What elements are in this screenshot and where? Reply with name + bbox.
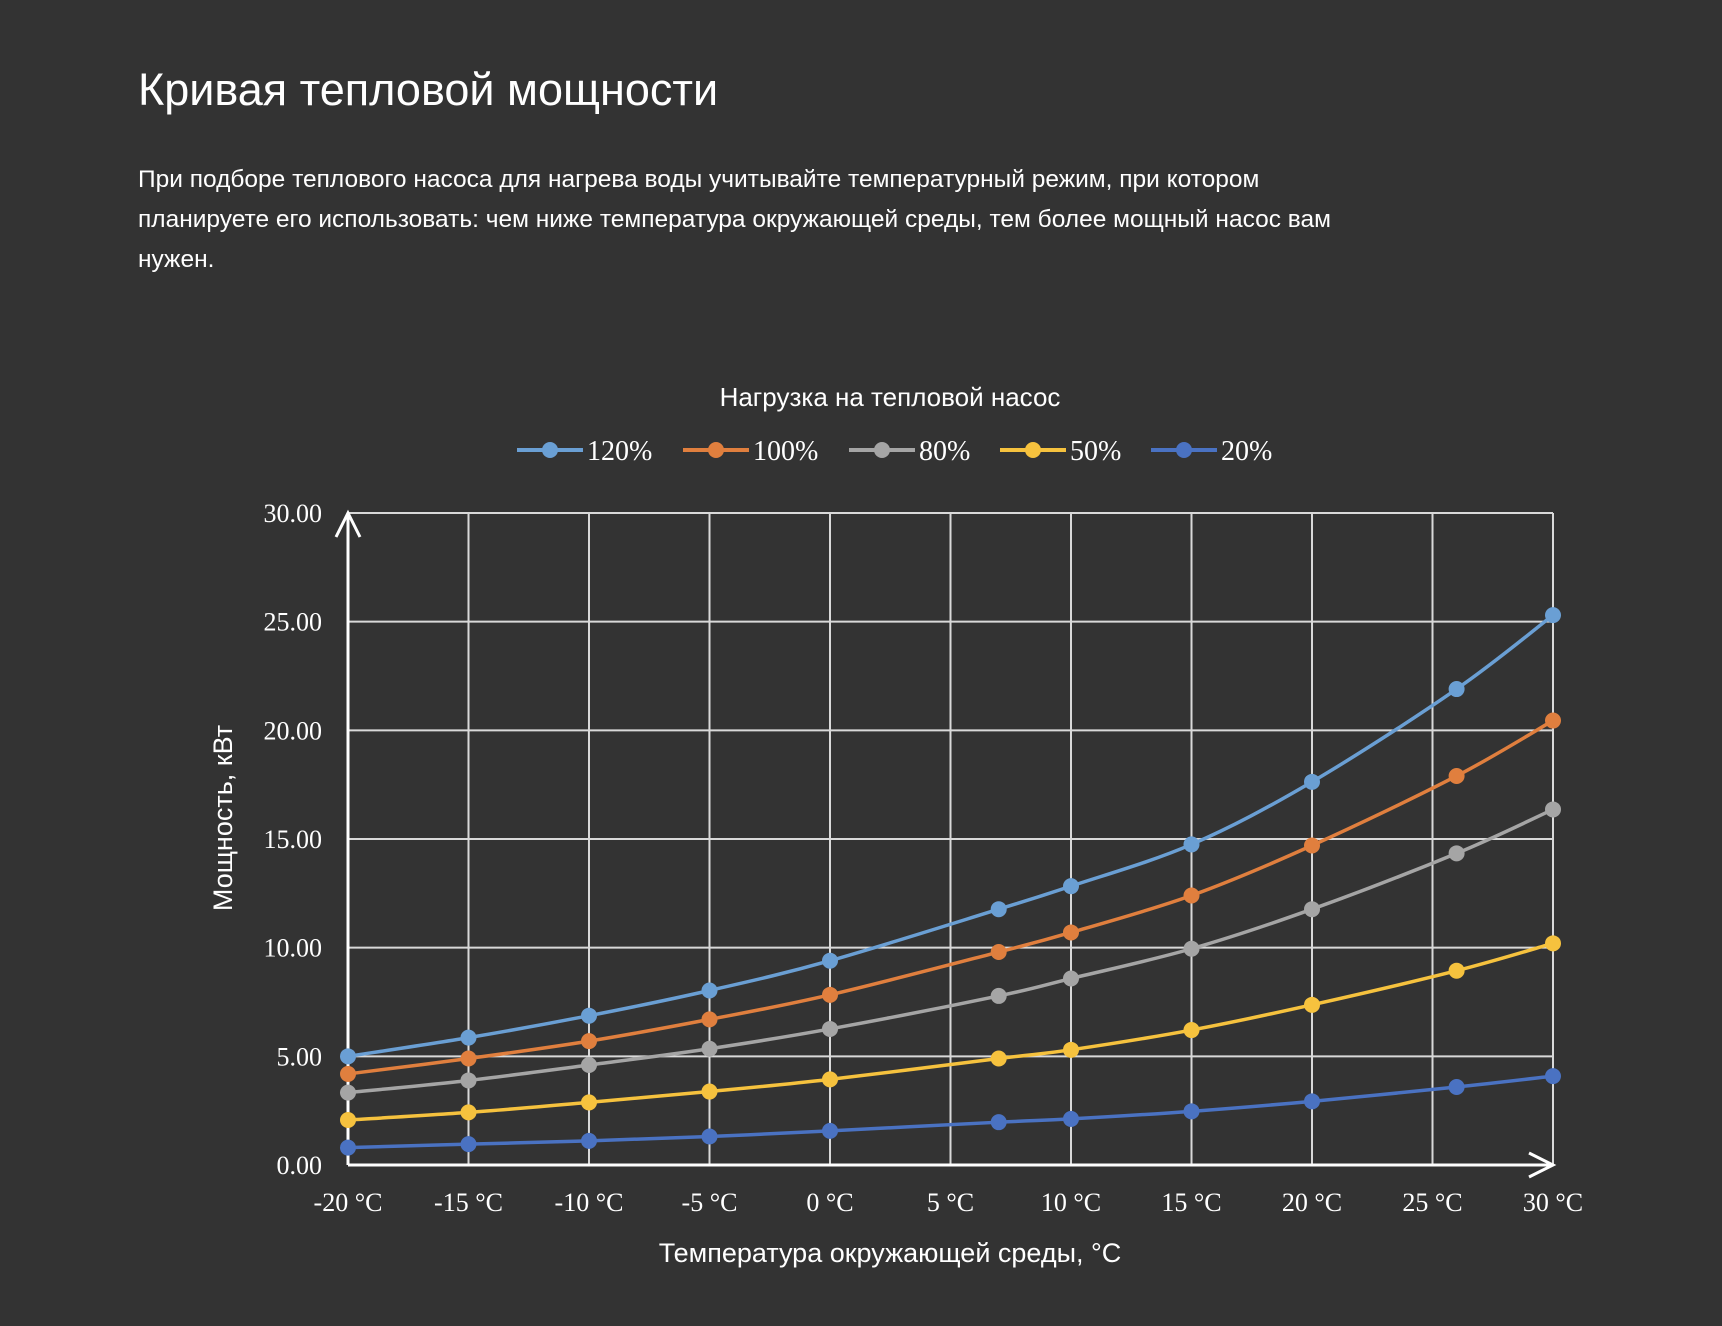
- data-point: [1063, 924, 1079, 941]
- data-point: [990, 944, 1007, 961]
- chart-legend: 120% 100% 80% 50% 20%: [517, 436, 1272, 467]
- legend-label: 20%: [1221, 436, 1272, 467]
- legend-label: 100%: [753, 436, 818, 467]
- data-point: [1183, 836, 1200, 853]
- data-point: [340, 1065, 356, 1082]
- x-tick-label: 0 °C: [806, 1188, 853, 1217]
- legend-marker: [542, 442, 558, 458]
- data-point: [340, 1084, 356, 1101]
- data-point: [1448, 962, 1465, 979]
- data-point: [460, 1136, 477, 1153]
- data-point: [1063, 970, 1079, 987]
- data-point: [1545, 712, 1561, 729]
- data-point: [701, 1011, 718, 1028]
- chart-series: [340, 607, 1561, 1156]
- data-point: [701, 1083, 718, 1100]
- page-title: Кривая тепловой мощности: [138, 64, 719, 115]
- y-tick-label: 20.00: [264, 716, 323, 745]
- data-point: [1304, 773, 1320, 790]
- data-point: [1545, 801, 1561, 818]
- data-point: [822, 1122, 838, 1139]
- data-point: [460, 1029, 477, 1046]
- x-axis-arrow-icon: [1528, 1151, 1557, 1179]
- x-tick-label: 15 °C: [1161, 1188, 1221, 1217]
- data-point: [340, 1139, 356, 1156]
- data-point: [460, 1104, 477, 1121]
- data-point: [1304, 1093, 1320, 1110]
- data-point: [581, 1132, 597, 1149]
- data-point: [581, 1094, 597, 1111]
- data-point: [822, 952, 838, 969]
- y-axis-label: Мощность, кВт: [208, 725, 238, 911]
- y-tick-label: 10.00: [264, 934, 323, 963]
- data-point: [822, 1071, 838, 1088]
- x-axis-label: Температура окружающей среды, °C: [659, 1238, 1122, 1268]
- x-tick-label: -10 °C: [555, 1188, 624, 1217]
- x-tick-label: 20 °C: [1282, 1188, 1342, 1217]
- data-point: [701, 1128, 718, 1145]
- legend-label: 50%: [1070, 436, 1121, 467]
- legend-marker: [708, 442, 724, 458]
- data-point: [990, 1050, 1007, 1067]
- data-point: [701, 1040, 718, 1057]
- data-point: [581, 1033, 597, 1050]
- data-point: [1448, 1078, 1465, 1095]
- data-point: [581, 1007, 597, 1024]
- data-point: [1183, 940, 1200, 957]
- x-tick-label: 30 °C: [1523, 1188, 1583, 1217]
- data-point: [1545, 935, 1561, 952]
- data-point: [1448, 681, 1465, 698]
- data-point: [460, 1050, 477, 1067]
- data-point: [1448, 767, 1465, 784]
- chart-title: Нагрузка на тепловой насос: [720, 382, 1061, 412]
- legend-marker: [874, 442, 890, 458]
- data-point: [1545, 607, 1561, 624]
- x-tick-label: 5 °C: [927, 1188, 974, 1217]
- data-point: [1183, 1103, 1200, 1120]
- data-point: [1448, 845, 1465, 862]
- data-point: [822, 986, 838, 1003]
- x-tick-label: -20 °C: [314, 1188, 383, 1217]
- x-tick-label: 10 °C: [1041, 1188, 1101, 1217]
- y-tick-label: 5.00: [277, 1042, 323, 1071]
- legend-label: 120%: [587, 436, 652, 467]
- legend-label: 80%: [919, 436, 970, 467]
- data-point: [1545, 1068, 1561, 1085]
- data-point: [990, 987, 1007, 1004]
- y-tick-label: 25.00: [264, 608, 323, 637]
- series-line-100pct: [347, 719, 1554, 1076]
- series-line-80pct: [347, 807, 1554, 1095]
- data-point: [1304, 837, 1320, 854]
- data-point: [1063, 878, 1079, 895]
- x-tick-label: -5 °C: [682, 1188, 738, 1217]
- data-point: [340, 1048, 356, 1065]
- data-point: [1183, 887, 1200, 904]
- y-axis-arrow-icon: [334, 509, 362, 538]
- page-description: При подборе теплового насоса для нагрева…: [138, 166, 1331, 273]
- y-tick-label: 0.00: [277, 1151, 323, 1180]
- data-point: [1304, 901, 1320, 918]
- data-point: [990, 901, 1007, 918]
- legend-marker: [1176, 442, 1192, 458]
- data-point: [990, 1114, 1007, 1131]
- data-point: [1063, 1110, 1079, 1127]
- chart-grid: [348, 512, 1554, 1165]
- data-point: [1304, 996, 1320, 1013]
- y-tick-label: 15.00: [264, 825, 323, 854]
- data-point: [1063, 1041, 1079, 1058]
- y-tick-label: 30.00: [264, 499, 323, 528]
- data-point: [1183, 1022, 1200, 1039]
- legend-marker: [1025, 442, 1041, 458]
- data-point: [340, 1112, 356, 1129]
- data-point: [701, 982, 718, 999]
- x-tick-label: -15 °C: [434, 1188, 503, 1217]
- data-point: [581, 1057, 597, 1074]
- data-point: [822, 1020, 838, 1037]
- chart-axes: -20 °C -15 °C -10 °C -5 °C 0 °C 5 °C 10 °C 15 °…: [264, 499, 1584, 1217]
- data-point: [460, 1072, 477, 1089]
- x-tick-label: 25 °C: [1402, 1188, 1462, 1217]
